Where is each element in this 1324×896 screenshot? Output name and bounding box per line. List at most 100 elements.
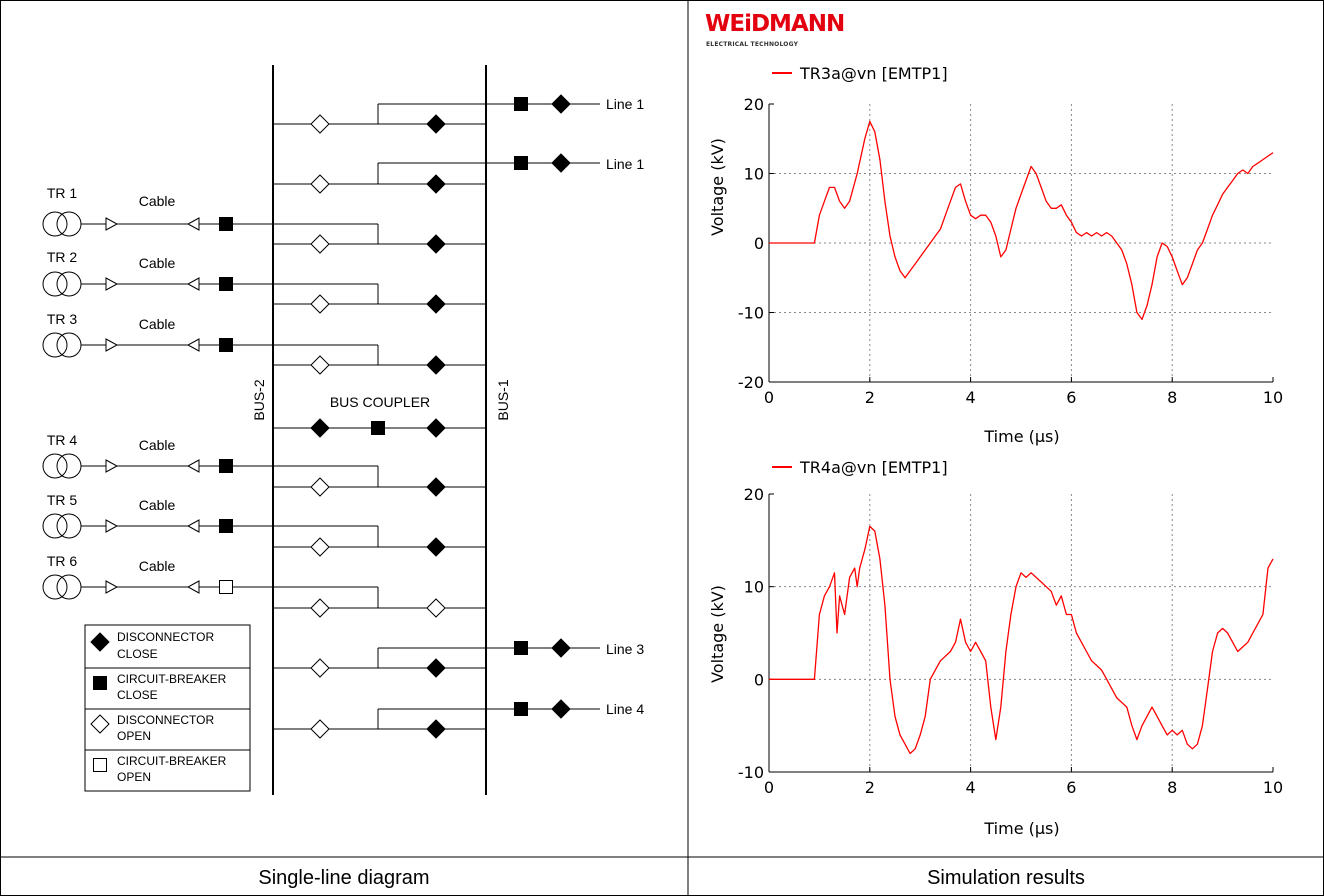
disconnector-closed — [426, 294, 446, 314]
y-tick-label: 0 — [754, 670, 764, 689]
cable-termination — [105, 338, 119, 352]
bus-2-label: BUS-2 — [251, 379, 267, 420]
transformer-winding — [42, 332, 68, 358]
chart-tr4a: TR4a@vn [EMTP1] Voltage (kV) Time (µs) 0… — [708, 458, 1283, 838]
x-axis-title-2: Time (µs) — [983, 819, 1059, 838]
disconnector-open — [310, 114, 330, 134]
disconnector-closed — [426, 658, 446, 678]
tr-label-3: TR 3 — [47, 311, 78, 327]
disconnector-closed — [426, 174, 446, 194]
disconnector-closed — [551, 153, 571, 173]
circuit-breaker-closed — [514, 702, 528, 716]
cable-termination — [105, 277, 119, 291]
circuit-breaker-closed — [219, 338, 233, 352]
line-label-2: Line 1 — [606, 156, 644, 172]
x-tick-label: 8 — [1167, 388, 1177, 407]
circuit-breaker-closed — [219, 519, 233, 533]
disconnector-closed — [426, 355, 446, 375]
transformer-winding — [42, 513, 68, 539]
disconnector-open — [310, 234, 330, 254]
disconnector-closed — [426, 719, 446, 739]
cable-label-1: Cable — [139, 193, 176, 209]
tr-label-2: TR 2 — [47, 249, 78, 265]
cable-termination — [186, 338, 200, 352]
circuit-breaker-closed — [219, 217, 233, 231]
tr-label-6: TR 6 — [47, 553, 78, 569]
tr-label-4: TR 4 — [47, 432, 78, 448]
disconnector-open — [310, 174, 330, 194]
cable-termination — [105, 459, 119, 473]
cable-label-4: Cable — [139, 437, 176, 453]
x-tick-label: 4 — [966, 778, 976, 797]
y-tick-label: -20 — [738, 373, 764, 392]
x-tick-label: 6 — [1066, 778, 1076, 797]
weidmann-logo: WEiDMANN ELECTRICAL TECHNOLOGY — [705, 11, 845, 48]
disconnector-open — [310, 537, 330, 557]
tr-label-5: TR 5 — [47, 492, 78, 508]
disconnector-open — [426, 598, 446, 618]
x-tick-label: 10 — [1263, 388, 1283, 407]
circuit-breaker-open — [219, 580, 233, 594]
circuit-breaker-closed — [514, 97, 528, 111]
disconnector-open — [310, 477, 330, 497]
legend-item-2-line2: CLOSE — [117, 688, 158, 702]
x-tick-label: 10 — [1263, 778, 1283, 797]
circuit-breaker-closed — [514, 641, 528, 655]
diagram-legend: DISCONNECTOR CLOSE CIRCUIT-BREAKER CLOSE… — [84, 624, 251, 792]
cable-termination — [105, 519, 119, 533]
disconnector-open — [310, 658, 330, 678]
disconnector-closed — [426, 477, 446, 497]
y-tick-label: -10 — [738, 304, 764, 323]
series-line — [769, 120, 1274, 321]
cable-termination — [186, 459, 200, 473]
transformer-winding — [42, 271, 68, 297]
disconnector-open — [310, 719, 330, 739]
cable-termination — [105, 580, 119, 594]
disconnector-closed — [310, 418, 330, 438]
legend-item-4-line2: OPEN — [117, 770, 151, 784]
cable-label-3: Cable — [139, 316, 176, 332]
y-tick-label: 20 — [744, 485, 764, 504]
y-tick-label: -10 — [738, 763, 764, 782]
legend-label-tr3a: TR3a@vn [EMTP1] — [799, 64, 948, 83]
cable-termination — [186, 277, 200, 291]
circuit-breaker-closed — [219, 277, 233, 291]
disconnector-open — [310, 355, 330, 375]
logo-tagline: ELECTRICAL TECHNOLOGY — [706, 41, 799, 48]
x-tick-label: 6 — [1066, 388, 1076, 407]
transformer-winding — [42, 211, 68, 237]
line-label-1: Line 1 — [606, 96, 644, 112]
y-tick-label: 10 — [744, 578, 764, 597]
legend-frame — [84, 624, 251, 792]
legend-label-tr4a: TR4a@vn [EMTP1] — [799, 458, 948, 477]
y-tick-label: 0 — [754, 234, 764, 253]
disconnector-open — [310, 598, 330, 618]
disconnector-open — [310, 294, 330, 314]
y-axis-title-2: Voltage (kV) — [708, 585, 727, 683]
tr-label-1: TR 1 — [47, 185, 78, 201]
single-line-diagram: BUS-2 BUS-1 BUS COUPLER Line 1 Line 1 Li… — [42, 65, 644, 795]
x-tick-label: 2 — [865, 388, 875, 407]
disconnector-closed — [551, 699, 571, 719]
disconnector-closed — [426, 418, 446, 438]
circuit-breaker-closed — [219, 459, 233, 473]
x-tick-label: 4 — [966, 388, 976, 407]
y-tick-label: 20 — [744, 95, 764, 114]
chart-tr3a: TR3a@vn [EMTP1] Voltage (kV) Time (µs) 0… — [708, 64, 1283, 446]
y-axis-title-1: Voltage (kV) — [708, 138, 727, 236]
legend-item-2-line1: CIRCUIT-BREAKER — [117, 672, 227, 686]
logo-name: WEiDMANN — [705, 11, 844, 37]
legend-item-1-line1: DISCONNECTOR — [117, 630, 214, 644]
x-tick-label: 0 — [764, 778, 774, 797]
cable-label-5: Cable — [139, 497, 176, 513]
circuit-breaker-closed — [514, 156, 528, 170]
legend-item-4-line1: CIRCUIT-BREAKER — [117, 754, 227, 768]
legend-symbol-disconnector-open — [90, 714, 110, 734]
line-label-3: Line 3 — [606, 641, 644, 657]
legend-item-3-line1: DISCONNECTOR — [117, 713, 214, 727]
transformer-winding — [42, 574, 68, 600]
caption-left: Single-line diagram — [258, 867, 429, 889]
bus-1-label: BUS-1 — [495, 379, 511, 420]
